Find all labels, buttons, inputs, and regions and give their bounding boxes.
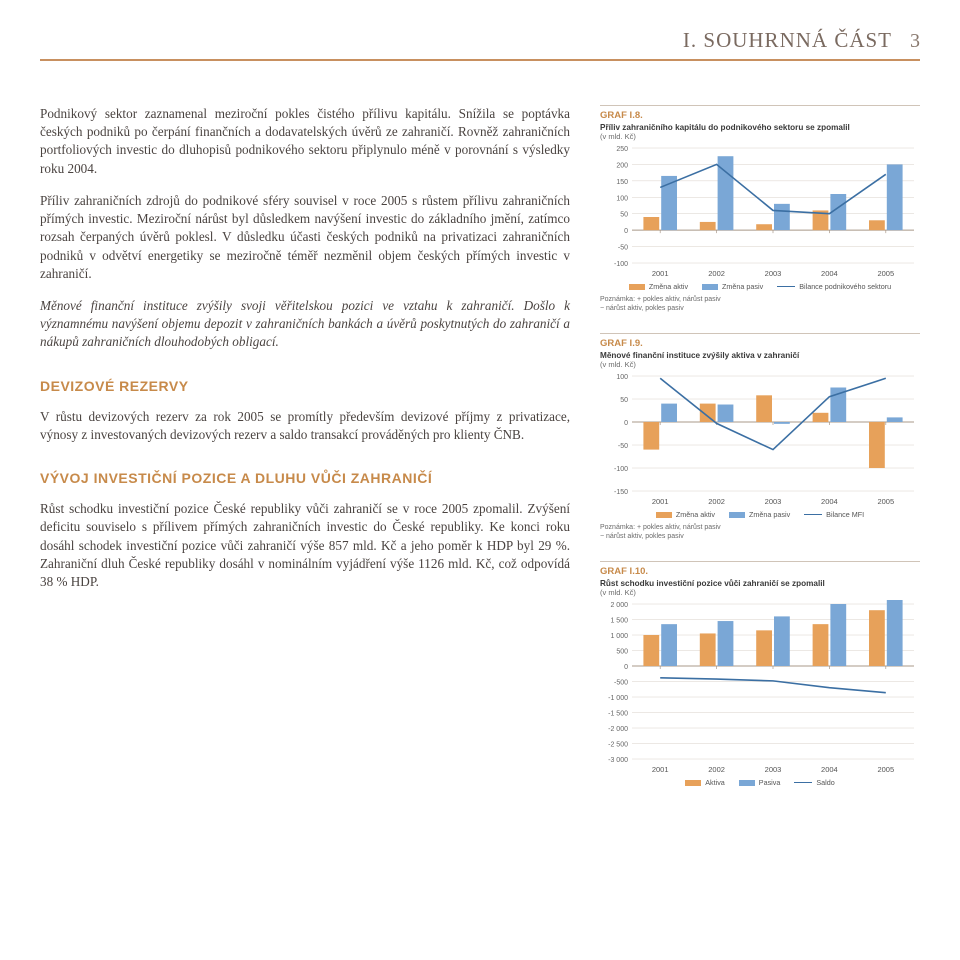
paragraph-3-text: Měnové finanční instituce zvýšily svoji … <box>40 298 570 349</box>
chart-9-note2: − nárůst aktiv, pokles pasiv <box>600 532 920 541</box>
chart-8-legend: Změna aktiv Změna pasiv Bilance podnikov… <box>600 282 920 291</box>
chart-9-svg: -150 -100 -50 0 50 100 2001 2002 2003 2004 2005 <box>600 372 920 507</box>
legend-aktiv: Změna aktiv <box>676 510 715 519</box>
svg-text:-2 000: -2 000 <box>608 726 628 733</box>
svg-text:2003: 2003 <box>765 269 782 278</box>
chart-9-sub: (v mld. Kč) <box>600 360 920 369</box>
svg-text:2003: 2003 <box>765 497 782 506</box>
svg-text:2004: 2004 <box>821 765 838 774</box>
heading-reserves: DEVIZOVÉ REZERVY <box>40 378 570 394</box>
svg-text:-50: -50 <box>618 245 628 252</box>
legend-saldo: Saldo <box>816 778 834 787</box>
svg-text:500: 500 <box>616 649 628 656</box>
paragraph-2: Příliv zahraničních zdrojů do podnikové … <box>40 192 570 283</box>
paragraph-5: Růst schodku investiční pozice České rep… <box>40 500 570 591</box>
svg-text:2005: 2005 <box>877 497 894 506</box>
svg-text:0: 0 <box>624 664 628 671</box>
svg-text:2002: 2002 <box>708 269 725 278</box>
chart-10-label: GRAF I.10. <box>600 566 920 577</box>
svg-text:100: 100 <box>616 374 628 381</box>
svg-text:2001: 2001 <box>652 765 669 774</box>
svg-text:-100: -100 <box>614 261 628 268</box>
svg-text:-1 500: -1 500 <box>608 711 628 718</box>
chart-10-legend: Aktiva Pasiva Saldo <box>600 778 920 787</box>
legend-pasiv: Pasiva <box>759 778 781 787</box>
heading-investment-position: VÝVOJ INVESTIČNÍ POZICE A DLUHU VŮČI ZAH… <box>40 470 570 486</box>
svg-text:-100: -100 <box>614 466 628 473</box>
svg-text:250: 250 <box>616 146 628 153</box>
paragraph-4: V růstu devizových rezerv za rok 2005 se… <box>40 408 570 444</box>
chart-8: GRAF I.8. Příliv zahraničního kapitálu d… <box>600 105 920 313</box>
legend-pasiv: Změna pasiv <box>722 282 763 291</box>
chart-10-sub: (v mld. Kč) <box>600 588 920 597</box>
legend-aktiv: Změna aktiv <box>649 282 688 291</box>
chart-8-sub: (v mld. Kč) <box>600 132 920 141</box>
legend-saldo: Bilance podnikového sektoru <box>799 282 891 291</box>
chart-9: GRAF I.9. Měnové finanční instituce zvýš… <box>600 333 920 541</box>
svg-text:-150: -150 <box>614 489 628 496</box>
svg-text:2005: 2005 <box>877 269 894 278</box>
svg-text:-50: -50 <box>618 443 628 450</box>
content-columns: Podnikový sektor zaznamenal meziroční po… <box>40 105 920 807</box>
svg-text:-1 000: -1 000 <box>608 695 628 702</box>
chart-9-note1: Poznámka: + pokles aktiv, nárůst pasiv <box>600 523 920 532</box>
chart-8-note1: Poznámka: + pokles aktiv, nárůst pasiv <box>600 295 920 304</box>
legend-pasiv: Změna pasiv <box>749 510 790 519</box>
chart-10-svg: -3 000 -2 500 -2 000 -1 500 -1 000 -500 0 500 1 … <box>600 600 920 775</box>
svg-text:-3 000: -3 000 <box>608 757 628 764</box>
svg-text:150: 150 <box>616 179 628 186</box>
svg-text:0: 0 <box>624 228 628 235</box>
svg-text:50: 50 <box>620 397 628 404</box>
chart-9-legend: Změna aktiv Změna pasiv Bilance MFI <box>600 510 920 519</box>
legend-aktiv: Aktiva <box>705 778 725 787</box>
svg-text:2004: 2004 <box>821 269 838 278</box>
chart-8-note2: − nárůst aktiv, pokles pasiv <box>600 304 920 313</box>
paragraph-3: Měnové finanční instituce zvýšily svoji … <box>40 297 570 352</box>
svg-text:0: 0 <box>624 420 628 427</box>
page-header: I. SOUHRNNÁ ČÁST 3 <box>40 28 920 61</box>
page-number: 3 <box>910 30 920 53</box>
chart-9-label: GRAF I.9. <box>600 338 920 349</box>
chart-10: GRAF I.10. Růst schodku investiční pozic… <box>600 561 920 787</box>
svg-text:2001: 2001 <box>652 269 669 278</box>
svg-text:200: 200 <box>616 162 628 169</box>
svg-text:2001: 2001 <box>652 497 669 506</box>
chart-10-title: Růst schodku investiční pozice vůči zahr… <box>600 579 920 588</box>
chart-8-label: GRAF I.8. <box>600 110 920 121</box>
svg-text:2 000: 2 000 <box>610 602 628 609</box>
svg-text:2005: 2005 <box>877 765 894 774</box>
chart-9-title: Měnové finanční instituce zvýšily aktiva… <box>600 351 920 360</box>
svg-text:2002: 2002 <box>708 765 725 774</box>
svg-text:-2 500: -2 500 <box>608 742 628 749</box>
svg-text:2004: 2004 <box>821 497 838 506</box>
chart-8-title: Příliv zahraničního kapitálu do podnikov… <box>600 123 920 132</box>
section-title: I. SOUHRNNÁ ČÁST <box>683 28 892 53</box>
svg-text:2002: 2002 <box>708 497 725 506</box>
svg-text:-500: -500 <box>614 680 628 687</box>
charts-column: GRAF I.8. Příliv zahraničního kapitálu d… <box>600 105 920 807</box>
svg-text:1 500: 1 500 <box>610 618 628 625</box>
svg-text:2003: 2003 <box>765 765 782 774</box>
paragraph-1: Podnikový sektor zaznamenal meziroční po… <box>40 105 570 178</box>
legend-saldo: Bilance MFI <box>826 510 864 519</box>
svg-text:50: 50 <box>620 212 628 219</box>
chart-8-svg: -100 -50 0 50 100 150 200 250 2001 2002 2003 2004 20… <box>600 144 920 279</box>
text-column: Podnikový sektor zaznamenal meziroční po… <box>40 105 570 807</box>
svg-text:1 000: 1 000 <box>610 633 628 640</box>
svg-text:100: 100 <box>616 195 628 202</box>
